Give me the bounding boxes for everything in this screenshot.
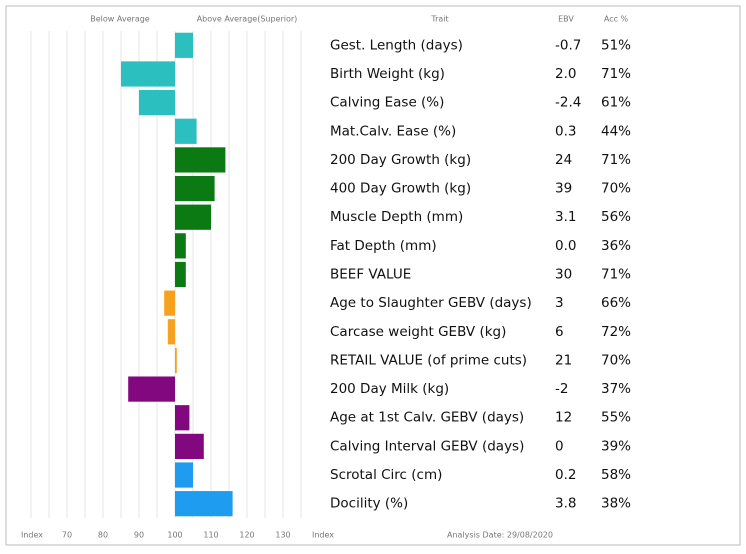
ebv-value: 39 xyxy=(555,181,572,197)
acc-value: 38% xyxy=(601,496,631,512)
bar xyxy=(175,433,204,459)
bar xyxy=(175,204,211,230)
acc-value: 70% xyxy=(601,181,631,197)
x-tick-label: 110 xyxy=(203,531,218,540)
trait-header: Trait xyxy=(430,15,448,24)
ebv-value: -2 xyxy=(555,381,568,397)
bar xyxy=(175,233,186,259)
acc-value: 56% xyxy=(601,209,631,225)
trait-label: 200 Day Growth (kg) xyxy=(330,152,471,168)
trait-label: Carcase weight GEBV (kg) xyxy=(330,324,506,340)
ebv-value: 0.0 xyxy=(555,238,576,254)
ebv-header: EBV xyxy=(558,15,574,24)
acc-value: 39% xyxy=(601,438,631,454)
bar xyxy=(175,175,215,202)
x-tick-label: 80 xyxy=(98,531,108,540)
bar xyxy=(175,347,177,374)
acc-value: 37% xyxy=(601,381,631,397)
ebv-value: 21 xyxy=(555,352,572,368)
acc-value: 44% xyxy=(601,123,631,139)
ebv-value: 0.2 xyxy=(555,467,576,483)
bar xyxy=(121,61,175,87)
trait-label: Birth Weight (kg) xyxy=(330,66,445,82)
ebv-value: 12 xyxy=(555,410,572,426)
bar xyxy=(164,290,175,316)
ebv-value: 3 xyxy=(555,295,564,311)
bar xyxy=(175,118,197,144)
bar xyxy=(175,491,233,517)
analysis-date: Analysis Date: 29/08/2020 xyxy=(447,531,553,540)
acc-value: 70% xyxy=(601,352,631,368)
bar xyxy=(175,405,190,431)
frame xyxy=(5,5,741,546)
trait-label: 200 Day Milk (kg) xyxy=(330,381,449,397)
x-tick-label: 120 xyxy=(239,531,254,540)
trait-label: Age to Slaughter GEBV (days) xyxy=(330,295,532,311)
x-tick-label: 70 xyxy=(62,531,72,540)
x-tick-label: 130 xyxy=(275,531,290,540)
axis-label-left: Index xyxy=(21,531,43,540)
acc-value: 71% xyxy=(601,152,631,168)
ebv-value: 0.3 xyxy=(555,123,576,139)
acc-value: 36% xyxy=(601,238,631,254)
ebv-value: 30 xyxy=(555,267,572,283)
ebv-value: -2.4 xyxy=(555,95,581,111)
bar xyxy=(167,319,175,345)
trait-label: Scrotal Circ (cm) xyxy=(330,467,442,483)
bar xyxy=(128,376,175,402)
trait-label: Muscle Depth (mm) xyxy=(330,209,463,225)
acc-value: 71% xyxy=(601,267,631,283)
ebv-value: 24 xyxy=(555,152,572,168)
acc-value: 66% xyxy=(601,295,631,311)
bar xyxy=(175,261,186,288)
trait-label: Docility (%) xyxy=(330,496,408,512)
trait-label: Calving Ease (%) xyxy=(330,95,444,111)
trait-label: 400 Day Growth (kg) xyxy=(330,181,471,197)
bar xyxy=(175,147,226,173)
x-tick-label: 90 xyxy=(134,531,144,540)
x-tick-label: 100 xyxy=(167,531,182,540)
trait-label: Age at 1st Calv. GEBV (days) xyxy=(330,410,524,426)
above-label: Above Average(Superior) xyxy=(197,15,298,24)
acc-value: 71% xyxy=(601,66,631,82)
ebv-value: 3.8 xyxy=(555,496,576,512)
trait-label: RETAIL VALUE (of prime cuts) xyxy=(330,352,527,368)
bar xyxy=(175,462,193,488)
trait-label: Calving Interval GEBV (days) xyxy=(330,438,524,454)
below-label: Below Average xyxy=(90,15,150,24)
trait-label: Gest. Length (days) xyxy=(330,37,463,53)
ebv-value: 3.1 xyxy=(555,209,576,225)
acc-value: 51% xyxy=(601,37,631,53)
trait-label: Mat.Calv. Ease (%) xyxy=(330,123,456,139)
acc-value: 72% xyxy=(601,324,631,340)
ebv-value: 6 xyxy=(555,324,564,340)
bar xyxy=(139,90,175,116)
axis-label-right: Index xyxy=(312,531,334,540)
acc-header: Acc % xyxy=(604,15,629,24)
trait-label: Fat Depth (mm) xyxy=(330,238,437,254)
acc-value: 61% xyxy=(601,95,631,111)
acc-value: 55% xyxy=(601,410,631,426)
ebv-value: 2.0 xyxy=(555,66,576,82)
ebv-value: 0 xyxy=(555,438,564,454)
bar xyxy=(175,32,193,58)
ebv-value: -0.7 xyxy=(555,37,581,53)
acc-value: 58% xyxy=(601,467,631,483)
trait-label: BEEF VALUE xyxy=(330,267,411,283)
